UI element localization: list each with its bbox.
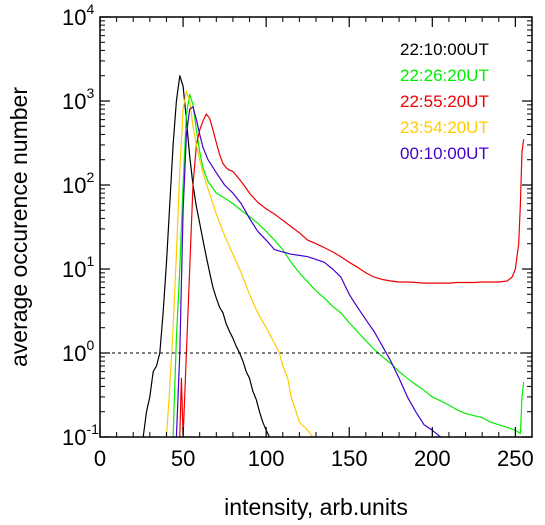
y-tick-label-base: 10 — [62, 425, 86, 450]
y-tick-label-exponent: -1 — [86, 421, 99, 437]
x-tick-label: 250 — [497, 446, 534, 471]
y-tick-label: 103 — [62, 85, 94, 114]
x-tick-label: 50 — [171, 446, 195, 471]
y-tick-label: 10-1 — [62, 421, 99, 450]
y-tick-label: 100 — [62, 337, 94, 366]
y-tick-label-base: 10 — [62, 5, 86, 30]
legend-entry-4: 00:10:00UT — [400, 144, 489, 163]
y-tick-label-exponent: 3 — [86, 85, 94, 101]
series-line-0 — [142, 75, 271, 437]
y-tick-label-exponent: 2 — [86, 169, 94, 185]
y-tick-label: 102 — [62, 169, 94, 198]
x-tick-label: 150 — [331, 446, 368, 471]
legend-entry-3: 23:54:20UT — [400, 118, 489, 137]
series-line-2 — [179, 113, 525, 437]
y-tick-label-base: 10 — [62, 89, 86, 114]
y-tick-label: 101 — [62, 253, 94, 282]
legend-entry-0: 22:10:00UT — [400, 40, 489, 59]
x-axis-label: intensity, arb.units — [224, 494, 408, 520]
legend: 22:10:00UT 22:26:20UT 22:55:20UT 23:54:20UT… — [400, 40, 489, 163]
y-tick-label: 104 — [62, 1, 94, 30]
y-tick-label-exponent: 4 — [86, 1, 94, 17]
y-axis-label: average occurence number — [6, 87, 32, 367]
y-tick-label-base: 10 — [62, 173, 86, 198]
x-tick-label: 0 — [94, 446, 106, 471]
legend-entry-2: 22:55:20UT — [400, 92, 489, 111]
y-tick-label-exponent: 1 — [86, 253, 94, 269]
series-line-1 — [172, 93, 525, 437]
x-tick-label: 200 — [414, 446, 451, 471]
series-line-4 — [175, 106, 441, 437]
x-tick-label: 100 — [248, 446, 285, 471]
y-tick-label-exponent: 0 — [86, 337, 94, 353]
series-layer — [142, 75, 525, 437]
y-tick-label-base: 10 — [62, 257, 86, 282]
legend-entry-1: 22:26:20UT — [400, 66, 489, 85]
series-line-3 — [165, 90, 314, 437]
y-tick-label-base: 10 — [62, 341, 86, 366]
